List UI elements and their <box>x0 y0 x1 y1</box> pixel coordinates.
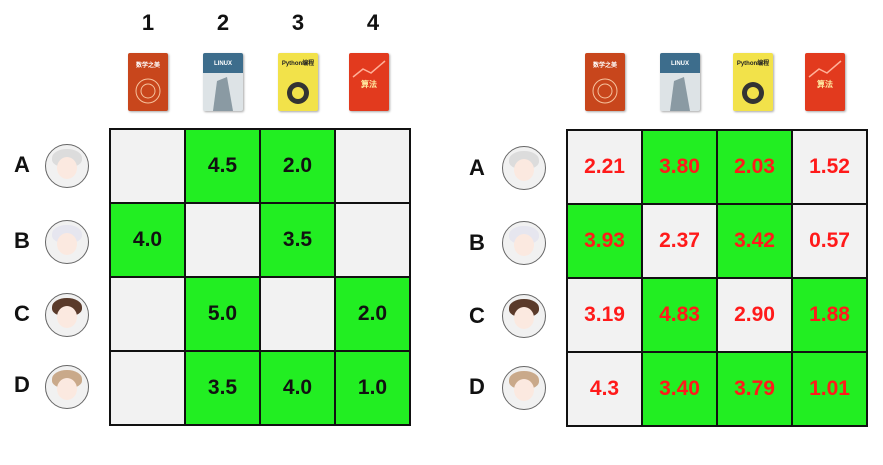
rating-cell: 4.5 <box>184 128 261 204</box>
prediction-cell: 2.90 <box>716 277 793 353</box>
algorithm-book-cover: 算法 <box>349 53 389 111</box>
column-number-2: 2 <box>216 10 230 35</box>
prediction-cell: 2.37 <box>641 203 718 279</box>
rating-cell: 2.0 <box>334 276 411 352</box>
prediction-cell: 4.83 <box>641 277 718 353</box>
algorithm-book-cover-right: 算法 <box>805 53 845 111</box>
math-book-cover-right: 数学之美 <box>585 53 625 111</box>
column-number-1: 1 <box>141 10 155 35</box>
rating-cell <box>334 128 411 204</box>
python-book-cover-right: Python编程 <box>733 53 773 111</box>
row-label-B-right: B <box>469 230 485 255</box>
prediction-cell: 3.42 <box>716 203 793 279</box>
rating-cell <box>109 350 186 426</box>
prediction-matrix: 2.21 3.80 2.03 1.52 3.93 2.37 3.42 0.57 … <box>566 129 868 427</box>
row-label-A-right: A <box>469 155 485 180</box>
prediction-cell: 1.52 <box>791 129 868 205</box>
column-number-4: 4 <box>366 10 380 35</box>
rating-cell <box>109 276 186 352</box>
rating-cell: 3.5 <box>184 350 261 426</box>
rating-cell <box>184 202 261 278</box>
row-label-C-right: C <box>469 303 485 328</box>
prediction-cell: 1.01 <box>791 351 868 427</box>
prediction-cell: 3.79 <box>716 351 793 427</box>
rating-cell <box>259 276 336 352</box>
rating-cell: 4.0 <box>109 202 186 278</box>
prediction-cell: 3.19 <box>566 277 643 353</box>
prediction-cell: 3.93 <box>566 203 643 279</box>
user-c-avatar <box>45 293 89 337</box>
row-label-A: A <box>14 152 30 177</box>
linux-book-cover: LINUX <box>203 53 243 111</box>
user-d-avatar-right <box>502 366 546 410</box>
rating-cell: 5.0 <box>184 276 261 352</box>
rating-cell: 3.5 <box>259 202 336 278</box>
prediction-cell: 3.80 <box>641 129 718 205</box>
user-b-avatar-right <box>502 221 546 265</box>
row-label-D-right: D <box>469 374 485 399</box>
python-book-cover: Python编程 <box>278 53 318 111</box>
math-book-cover: 数学之美 <box>128 53 168 111</box>
prediction-cell: 2.03 <box>716 129 793 205</box>
linux-book-cover-right: LINUX <box>660 53 700 111</box>
row-label-C: C <box>14 301 30 326</box>
rating-cell <box>109 128 186 204</box>
column-number-3: 3 <box>291 10 305 35</box>
row-label-B: B <box>14 228 30 253</box>
prediction-cell: 0.57 <box>791 203 868 279</box>
user-a-avatar-right <box>502 146 546 190</box>
prediction-cell: 3.40 <box>641 351 718 427</box>
prediction-cell: 2.21 <box>566 129 643 205</box>
rating-cell: 1.0 <box>334 350 411 426</box>
rating-cell: 2.0 <box>259 128 336 204</box>
user-d-avatar <box>45 365 89 409</box>
rating-cell <box>334 202 411 278</box>
rating-matrix: 4.5 2.0 4.0 3.5 5.0 2.0 3.5 4.0 1.0 <box>109 128 411 426</box>
user-c-avatar-right <box>502 294 546 338</box>
prediction-cell: 4.3 <box>566 351 643 427</box>
prediction-cell: 1.88 <box>791 277 868 353</box>
user-a-avatar <box>45 144 89 188</box>
user-b-avatar <box>45 220 89 264</box>
row-label-D: D <box>14 372 30 397</box>
rating-cell: 4.0 <box>259 350 336 426</box>
